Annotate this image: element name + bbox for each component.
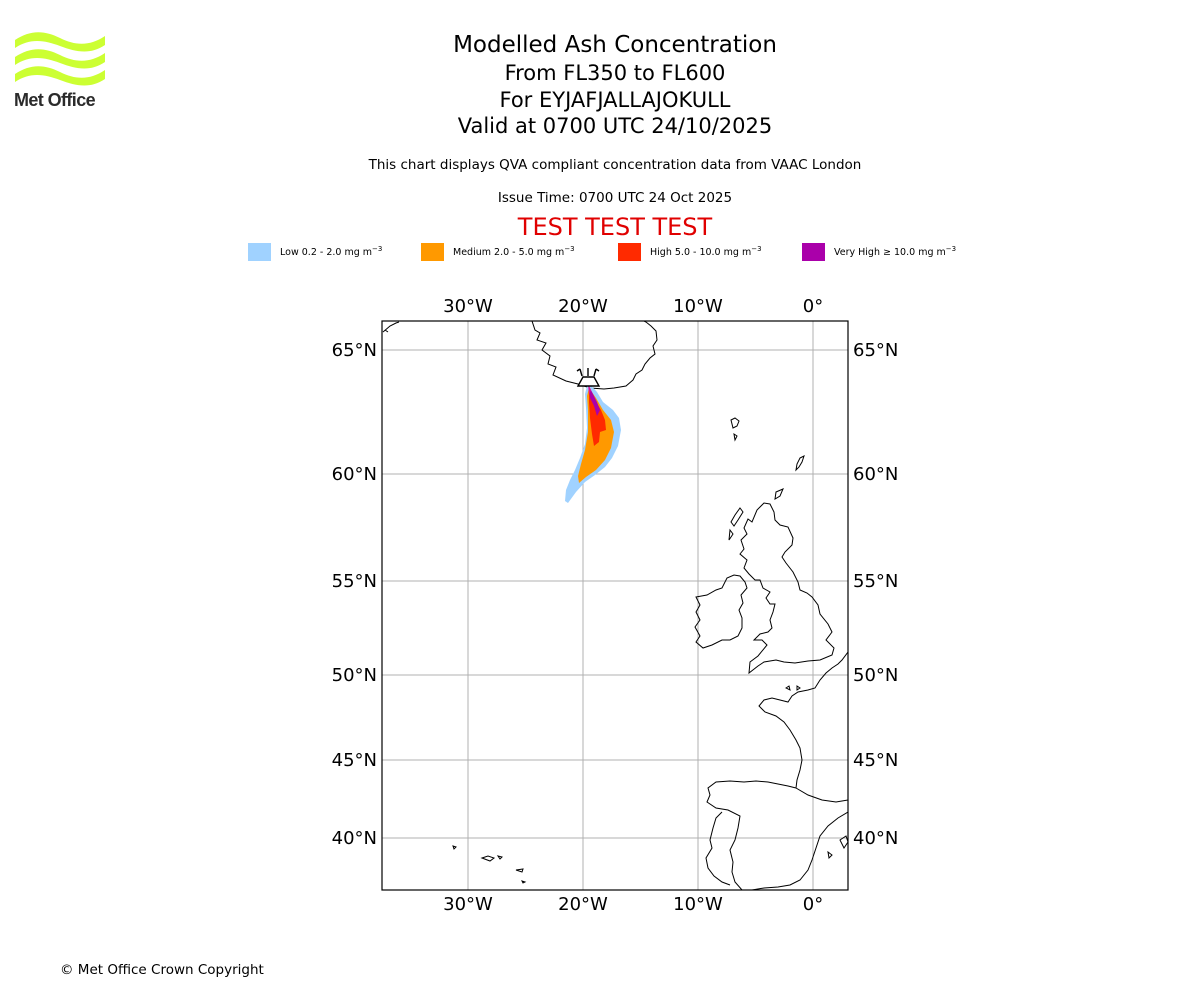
hebrides-coast (728, 507, 744, 541)
legend-item-medium: Medium 2.0 - 5.0 mg m−3 (421, 243, 575, 261)
azores-coast (452, 845, 527, 884)
corsica-coast (827, 835, 848, 860)
legend-label-low: Low 0.2 - 2.0 mg m−3 (280, 245, 383, 259)
lat-label: 55°N (853, 571, 898, 592)
lat-label: 45°N (853, 750, 898, 771)
legend: Low 0.2 - 2.0 mg m−3 Medium 2.0 - 5.0 mg… (0, 243, 1200, 265)
chart-title-block: Modelled Ash Concentration From FL350 to… (415, 30, 815, 140)
lat-label: 60°N (332, 464, 377, 485)
lon-label: 10°W (673, 894, 723, 915)
flight-level-range: From FL350 to FL600 (504, 61, 726, 85)
mediterranean-coast (751, 811, 848, 890)
ash-very-high-region (589, 386, 600, 416)
ash-very-high-core (588, 384, 591, 395)
issue-time: Issue Time: 0700 UTC 24 Oct 2025 (497, 190, 733, 206)
legend-label-medium: Medium 2.0 - 5.0 mg m−3 (453, 245, 575, 259)
greenland-coast (382, 321, 400, 333)
lat-labels-right: 65°N 60°N 55°N 50°N 45°N 40°N (853, 340, 898, 849)
great-britain-coast (739, 502, 835, 675)
iberia-coast (705, 780, 797, 890)
lon-label: 30°W (443, 296, 493, 317)
legend-swatch-high (618, 243, 641, 261)
lat-label: 40°N (853, 828, 898, 849)
lat-label: 50°N (332, 665, 377, 686)
legend-label-high: High 5.0 - 10.0 mg m−3 (650, 245, 762, 259)
legend-swatch-low (248, 243, 271, 261)
met-office-wordmark: Met Office (14, 90, 96, 110)
iceland-coast (531, 321, 658, 390)
volcano-icon (576, 368, 601, 387)
shetland-coast (795, 455, 805, 472)
lat-labels-left: 65°N 60°N 55°N 50°N 45°N 40°N (332, 340, 377, 849)
volcano-name: For EYJAFJALLAJOKULL (499, 87, 731, 112)
lon-label: 0° (803, 296, 823, 317)
ireland-coast (694, 574, 748, 649)
lon-label: 30°W (443, 894, 493, 915)
lat-label: 50°N (853, 665, 898, 686)
lon-label: 20°W (558, 894, 608, 915)
met-office-waves-icon (15, 32, 105, 86)
lat-label: 65°N (332, 340, 377, 361)
legend-item-low: Low 0.2 - 2.0 mg m−3 (248, 243, 382, 261)
test-banner: TEST TEST TEST (517, 213, 713, 241)
lat-label: 65°N (853, 340, 898, 361)
met-office-logo: Met Office (14, 30, 114, 112)
iberia-east-coast (795, 787, 848, 803)
lon-label: 10°W (673, 296, 723, 317)
chart-title: Modelled Ash Concentration (453, 32, 777, 58)
gridlines (382, 321, 848, 890)
legend-item-high: High 5.0 - 10.0 mg m−3 (618, 243, 762, 261)
lat-label: 45°N (332, 750, 377, 771)
ash-plume (565, 382, 621, 503)
map-frame (381, 320, 849, 891)
lon-labels-top: 30°W 20°W 10°W 0° (443, 296, 823, 317)
legend-swatch-very-high (802, 243, 825, 261)
legend-label-very-high: Very High ≥ 10.0 mg m−3 (834, 245, 957, 259)
lat-label: 60°N (853, 464, 898, 485)
copyright-notice: © Met Office Crown Copyright (60, 962, 264, 978)
lat-label: 55°N (332, 571, 377, 592)
faroe-coast (730, 417, 740, 442)
lat-label: 40°N (332, 828, 377, 849)
orkney-coast (774, 488, 784, 500)
lon-labels-bottom: 30°W 20°W 10°W 0° (443, 894, 823, 915)
legend-swatch-medium (421, 243, 444, 261)
lon-label: 0° (803, 894, 823, 915)
chart-description: This chart displays QVA compliant concen… (368, 157, 862, 173)
coastlines (382, 321, 848, 890)
channel-islands (785, 685, 801, 691)
valid-time: Valid at 0700 UTC 24/10/2025 (457, 114, 773, 138)
france-coast (758, 651, 848, 789)
legend-item-very-high: Very High ≥ 10.0 mg m−3 (802, 243, 956, 261)
lon-label: 20°W (558, 296, 608, 317)
